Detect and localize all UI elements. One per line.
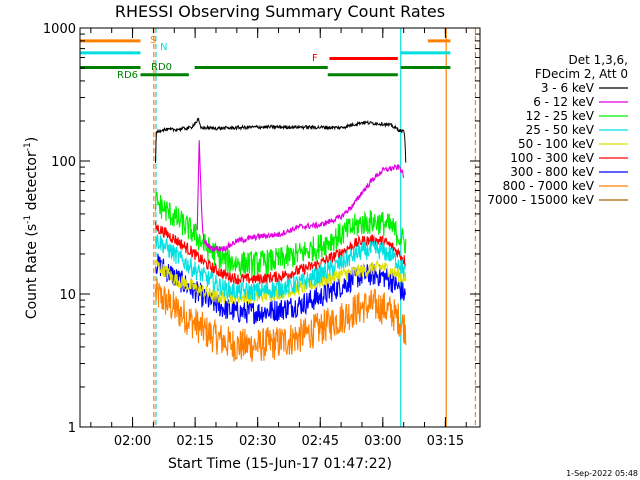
- x-tick-label: 02:15: [176, 434, 213, 449]
- y-tick-label: 10: [59, 288, 76, 303]
- legend-header-line-1: Det 1,3,6,: [569, 53, 629, 67]
- legend-label: 7000 - 15000 keV: [487, 193, 594, 207]
- legend-label: 50 - 100 keV: [518, 137, 595, 151]
- legend-label: 12 - 25 keV: [526, 109, 595, 123]
- plot-frame: [79, 27, 481, 428]
- y-axis-title: Count Rate (s-1 detector-1): [23, 137, 40, 319]
- legend-label: 800 - 7000 keV: [503, 179, 595, 193]
- legend-label: 25 - 50 keV: [526, 123, 595, 137]
- state-label-rd0: RD0: [151, 62, 172, 73]
- legend-label: 100 - 300 keV: [510, 151, 594, 165]
- series-line-800to7000kev: [154, 277, 407, 362]
- y-tick-label: 1000: [43, 22, 76, 37]
- state-label-rd6: RD6: [117, 70, 138, 81]
- legend-label: 3 - 6 keV: [541, 81, 595, 95]
- x-axis-title: Start Time (15-Jun-17 01:47:22): [168, 456, 392, 472]
- legend-label: 300 - 800 keV: [510, 165, 594, 179]
- x-tick-label: 02:00: [114, 434, 151, 449]
- series-line-3to6kev: [155, 117, 407, 163]
- x-tick-label: 03:15: [427, 434, 464, 449]
- y-tick-label: 100: [51, 155, 76, 170]
- x-tick-label: 02:30: [239, 434, 276, 449]
- state-label-f: F: [312, 53, 318, 64]
- state-label-s: S: [150, 35, 156, 46]
- series-line-25to50kev: [154, 234, 406, 301]
- generation-timestamp: 1-Sep-2022 05:48: [566, 469, 638, 478]
- state-label-n: N: [160, 42, 167, 53]
- series-line-100to300kev: [154, 221, 407, 285]
- x-tick-label: 02:45: [302, 434, 339, 449]
- legend-label: 6 - 12 keV: [533, 95, 595, 109]
- chart-title: RHESSI Observing Summary Count Rates: [115, 2, 445, 21]
- y-tick-label: 1: [68, 421, 76, 436]
- series-line-12to25kev: [154, 192, 407, 276]
- legend-header-line-2: FDecim 2, Att 0: [535, 67, 628, 81]
- x-tick-label: 03:00: [364, 434, 401, 449]
- series-line-6to12kev: [196, 140, 405, 253]
